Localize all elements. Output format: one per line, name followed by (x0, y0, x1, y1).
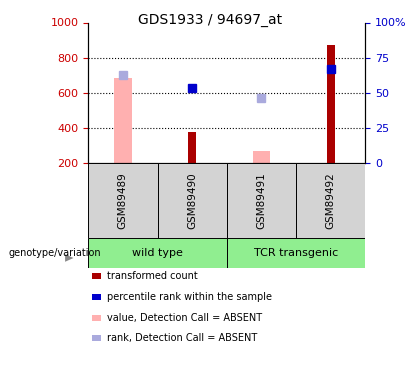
Bar (92, 315, 101, 321)
Bar (327, 45, 335, 163)
Bar (92, 294, 101, 300)
Text: TCR transgenic: TCR transgenic (254, 248, 338, 258)
Bar (227, 238, 365, 268)
Text: GSM89492: GSM89492 (326, 172, 336, 229)
Text: value, Detection Call = ABSENT: value, Detection Call = ABSENT (107, 313, 262, 322)
Bar (253, 151, 270, 163)
Bar (158, 163, 227, 238)
Bar (92, 273, 101, 279)
Bar (296, 163, 365, 238)
Bar (88, 163, 158, 238)
Bar (88, 238, 227, 268)
Polygon shape (65, 254, 73, 262)
Text: GSM89489: GSM89489 (118, 172, 128, 229)
Text: genotype/variation: genotype/variation (8, 248, 101, 258)
Bar (92, 335, 101, 341)
Text: GDS1933 / 94697_at: GDS1933 / 94697_at (138, 13, 282, 27)
Bar (188, 132, 196, 163)
Text: GSM89490: GSM89490 (187, 172, 197, 229)
Text: wild type: wild type (132, 248, 183, 258)
Text: GSM89491: GSM89491 (257, 172, 266, 229)
Bar (114, 78, 131, 163)
Text: percentile rank within the sample: percentile rank within the sample (107, 292, 272, 302)
Text: transformed count: transformed count (107, 272, 198, 281)
Bar (227, 163, 296, 238)
Text: rank, Detection Call = ABSENT: rank, Detection Call = ABSENT (107, 333, 257, 343)
